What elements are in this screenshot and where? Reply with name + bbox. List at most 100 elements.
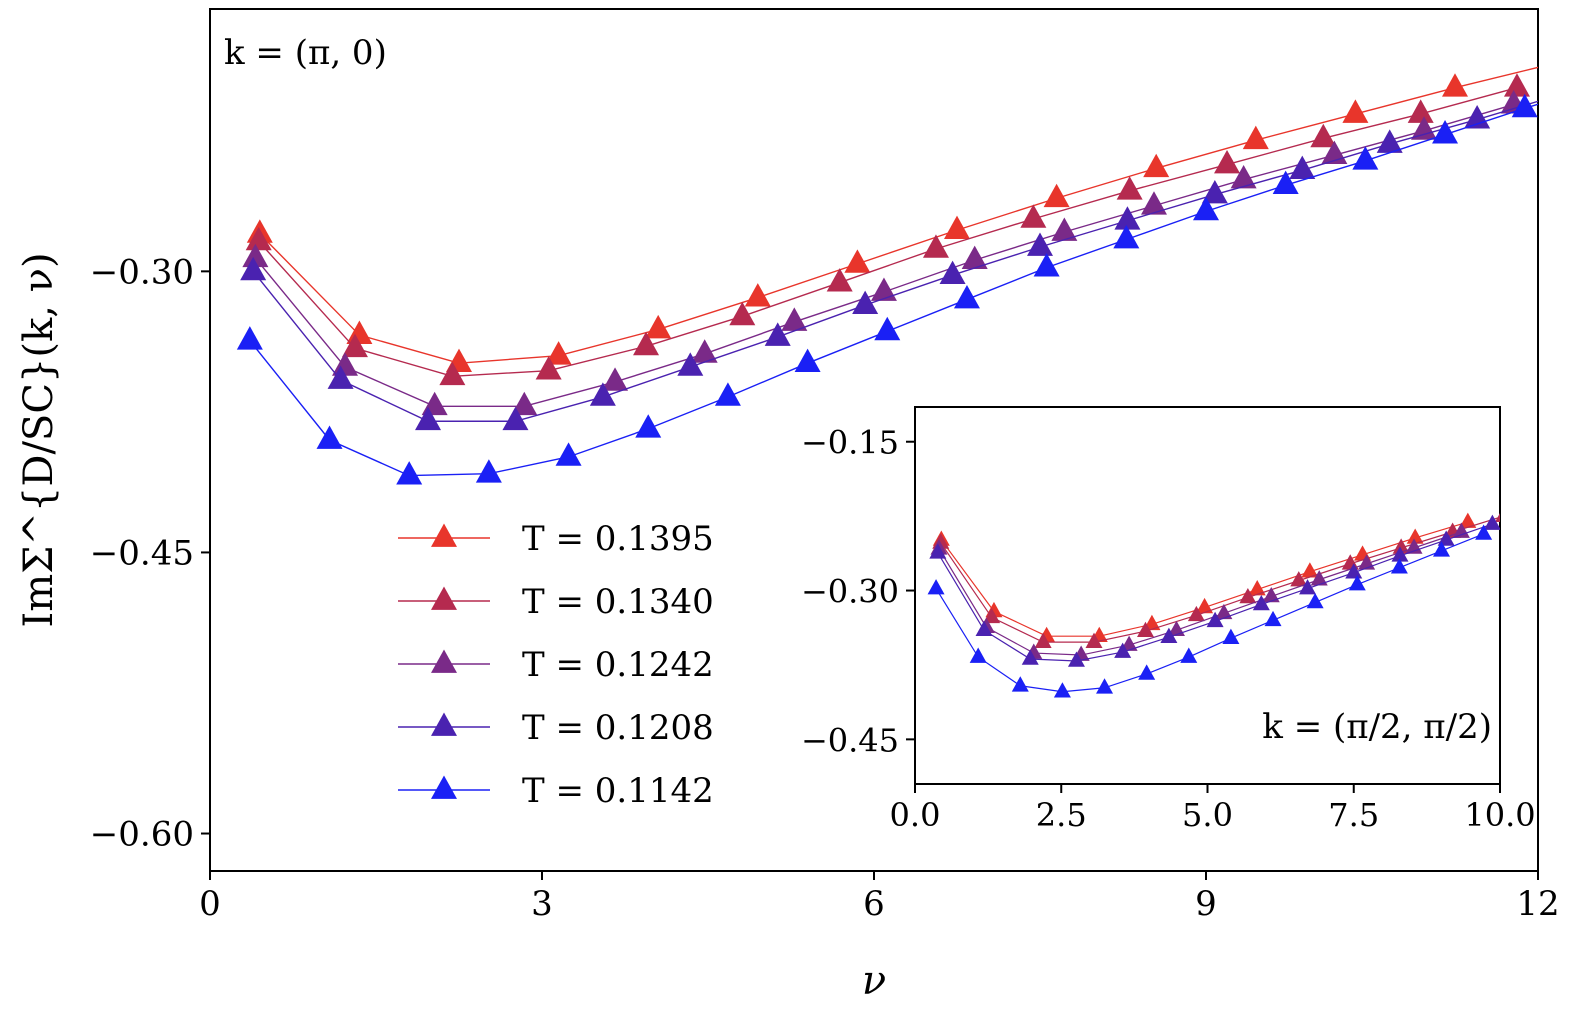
inset-marker-T01242-6 <box>1215 603 1233 620</box>
inset-marker-T01142-8 <box>1264 610 1282 627</box>
legend-label-T01242: T = 0.1242 <box>522 645 714 685</box>
main-marker-T01142-8 <box>874 316 901 341</box>
main-marker-T01142-1 <box>316 425 343 449</box>
main-marker-T01340-13 <box>1503 73 1530 97</box>
main-marker-T01340-6 <box>826 268 853 292</box>
main-marker-T01142-7 <box>794 348 821 373</box>
main-marker-T01208-9 <box>1027 232 1053 256</box>
main-marker-T01208-13 <box>1376 129 1403 153</box>
inset-series-clip <box>927 512 1500 698</box>
inset-marker-T01208-9 <box>1345 563 1363 579</box>
main-marker-T01142-9 <box>953 284 980 309</box>
main-marker-T01395-3 <box>545 341 572 365</box>
inset-x-axis: 0.0 2.5 5.0 7.5 10.0 <box>890 784 1536 834</box>
inset-marker-T01208-1 <box>975 620 993 637</box>
main-marker-T01142-2 <box>396 461 423 485</box>
inset-marker-T01208-5 <box>1160 627 1178 643</box>
main-annotation-k-pi-0: k = (π, 0) <box>224 33 387 73</box>
main-marker-T01142-14 <box>1352 146 1379 170</box>
inset-y-tick-label: −0.15 <box>801 424 899 462</box>
inset-series-line-T01142 <box>935 533 1484 693</box>
main-marker-T01340-2 <box>439 361 466 386</box>
main-y-tick-label: −0.45 <box>90 533 194 573</box>
main-series-group <box>236 49 1568 485</box>
inset-x-tick-label: 0.0 <box>890 796 941 834</box>
inset-marker-T01208-10 <box>1391 546 1409 562</box>
main-series-line-T01395 <box>259 66 1538 364</box>
main-x-tick-label: 0 <box>199 884 221 924</box>
main-series-line-T01208 <box>252 100 1538 422</box>
inset-x-tick-label: 2.5 <box>1036 796 1087 834</box>
inset-marker-T01208-0 <box>929 543 947 559</box>
main-marker-T01242-6 <box>781 307 808 331</box>
main-marker-T01340-5 <box>729 301 756 326</box>
main-marker-T01395-5 <box>744 283 771 307</box>
main-marker-T01142-3 <box>475 459 502 483</box>
inset-marker-T01208-6 <box>1206 611 1224 628</box>
main-x-tick-label: 12 <box>1516 884 1559 924</box>
inset-marker-T01208-11 <box>1437 530 1455 546</box>
main-marker-T01242-11 <box>1230 165 1257 189</box>
inset-marker-T01142-4 <box>1096 678 1114 694</box>
main-marker-T01395-9 <box>1143 153 1170 178</box>
main-marker-T01208-3 <box>502 406 529 431</box>
main-marker-T01208-1 <box>327 365 354 389</box>
inset-marker-T01340-6 <box>1239 587 1257 604</box>
main-marker-T01142-15 <box>1432 120 1459 144</box>
main-marker-T01242-10 <box>1140 191 1167 215</box>
inset-marker-T01208-3 <box>1067 651 1085 667</box>
legend-marker-T01340 <box>431 586 457 610</box>
main-x-tick-label: 6 <box>863 884 885 924</box>
inset-series-group <box>927 512 1500 698</box>
inset-marker-T01142-7 <box>1222 628 1240 644</box>
main-marker-T01142-5 <box>635 414 662 438</box>
main-marker-T01142-0 <box>236 326 263 350</box>
inset-marker-T01142-0 <box>927 579 945 595</box>
inset-marker-T01142-3 <box>1053 682 1071 698</box>
main-marker-T01395-4 <box>645 314 672 339</box>
main-marker-T01242-3 <box>511 391 538 416</box>
inset-marker-T01208-2 <box>1021 649 1039 665</box>
main-x-axis: 0 3 6 9 12 <box>199 871 1560 924</box>
inset-plot-frame <box>914 406 1501 785</box>
main-marker-T01340-7 <box>922 234 949 258</box>
inset-marker-T01340-2 <box>1034 632 1052 648</box>
main-marker-T01208-4 <box>589 382 616 406</box>
main-marker-T01142-11 <box>1113 224 1140 249</box>
inset-marker-T01340-1 <box>983 607 1001 624</box>
inset-x-tick-label: 7.5 <box>1328 796 1379 834</box>
main-marker-T01242-9 <box>1051 217 1078 241</box>
main-y-tick-label: −0.30 <box>90 252 194 292</box>
main-marker-T01142-13 <box>1272 170 1299 195</box>
main-marker-T01340-10 <box>1214 150 1241 174</box>
inset-x-tick-label: 10.0 <box>1464 796 1535 834</box>
inset-marker-T01395-7 <box>1301 562 1319 578</box>
main-marker-T01340-8 <box>1020 204 1047 228</box>
main-marker-T01208-10 <box>1114 206 1141 230</box>
main-marker-T01395-12 <box>1442 73 1468 97</box>
inset-marker-T01142-9 <box>1306 592 1324 609</box>
main-marker-T01242-0 <box>242 243 269 268</box>
main-marker-T01142-16 <box>1511 93 1538 118</box>
inset-marker-T01208-12 <box>1483 514 1500 530</box>
inset-marker-T01142-2 <box>1011 676 1029 692</box>
main-marker-T01242-13 <box>1411 116 1438 140</box>
inset-series-line-T01242 <box>938 531 1462 656</box>
legend-label-T01208: T = 0.1208 <box>522 708 714 748</box>
main-marker-T01395-8 <box>1043 183 1070 208</box>
inset-marker-T01208-7 <box>1252 594 1270 611</box>
legend-label-T01395: T = 0.1395 <box>522 519 714 559</box>
main-marker-T01340-12 <box>1407 99 1434 123</box>
inset-marker-T01340-4 <box>1136 621 1154 638</box>
main-marker-T01242-4 <box>602 367 629 391</box>
main-marker-T01208-12 <box>1289 155 1316 180</box>
inset-y-axis: −0.15 −0.30 −0.45 <box>801 424 915 759</box>
main-marker-T01208-14 <box>1464 105 1491 129</box>
inset-plot: 0.0 2.5 5.0 7.5 10.0 −0.15 −0.30 −0.45 k = (π/… <box>801 406 1536 834</box>
inset-marker-T01395-5 <box>1196 597 1214 614</box>
main-marker-T01395-13 <box>1542 49 1568 72</box>
inset-marker-T01142-6 <box>1180 647 1198 663</box>
inset-x-tick-label: 5.0 <box>1182 796 1233 834</box>
